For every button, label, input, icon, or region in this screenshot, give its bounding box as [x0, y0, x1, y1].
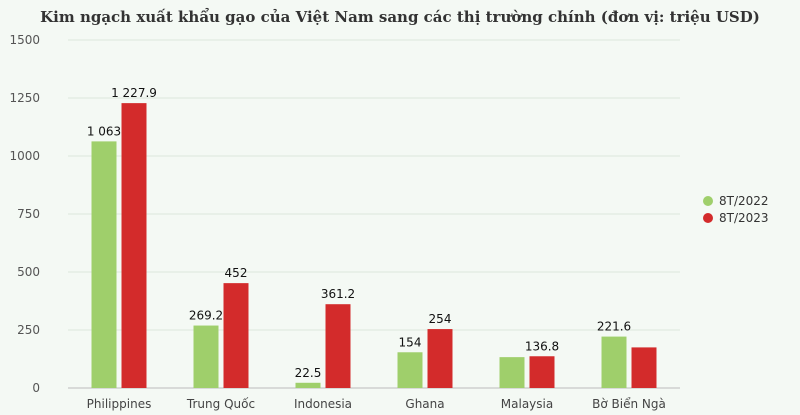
y-tick-label: 250 — [17, 323, 40, 337]
chart-title: Kim ngạch xuất khẩu gạo của Việt Nam san… — [40, 8, 760, 26]
data-label: 136.8 — [525, 339, 559, 353]
x-axis: Philippines Trung Quốc Indonesia Ghana Malay… — [87, 397, 666, 411]
bars: 1 063 1 227.9 269.2 452 22.5 361.2 154 254 136.8… — [87, 86, 657, 388]
x-tick-label: Trung Quốc — [186, 397, 255, 411]
y-axis: 0 250 500 750 1000 1250 1500 — [9, 33, 40, 395]
x-tick-label: Bờ Biển Ngà — [592, 397, 666, 411]
gridlines — [68, 39, 680, 389]
data-label: 1 063 — [87, 124, 121, 138]
y-tick-label: 1250 — [9, 91, 40, 105]
data-label: 452 — [225, 266, 248, 280]
data-label: 269.2 — [189, 309, 223, 323]
legend-label: 8T/2022 — [719, 194, 769, 208]
bar-2023 — [121, 103, 147, 388]
x-tick-label: Ghana — [405, 397, 444, 411]
legend-marker — [703, 196, 713, 206]
bar-2022 — [295, 382, 321, 388]
data-label: 1 227.9 — [111, 86, 157, 100]
x-tick-label: Philippines — [87, 397, 152, 411]
legend: 8T/2022 8T/2023 — [703, 194, 769, 225]
data-label: 22.5 — [295, 366, 322, 380]
bar-2023 — [631, 347, 657, 388]
data-label: 361.2 — [321, 287, 355, 301]
y-tick-label: 1500 — [9, 33, 40, 47]
bar-2023 — [325, 304, 351, 388]
x-tick-label: Malaysia — [501, 397, 553, 411]
y-tick-label: 750 — [17, 207, 40, 221]
data-label: 254 — [429, 312, 452, 326]
data-label: 154 — [399, 335, 422, 349]
bar-2022 — [499, 357, 525, 388]
y-tick-label: 0 — [32, 381, 40, 395]
bar-2023 — [427, 329, 453, 388]
bar-2022 — [397, 352, 423, 388]
bar-2022 — [601, 336, 627, 388]
bar-2023 — [529, 356, 555, 388]
bar-2023 — [223, 283, 249, 388]
legend-marker — [703, 213, 713, 223]
y-tick-label: 1000 — [9, 149, 40, 163]
bar-2022 — [193, 325, 219, 388]
bar-2022 — [91, 141, 117, 388]
y-tick-label: 500 — [17, 265, 40, 279]
data-label: 221.6 — [597, 320, 631, 334]
legend-label: 8T/2023 — [719, 211, 769, 225]
x-tick-label: Indonesia — [294, 397, 352, 411]
